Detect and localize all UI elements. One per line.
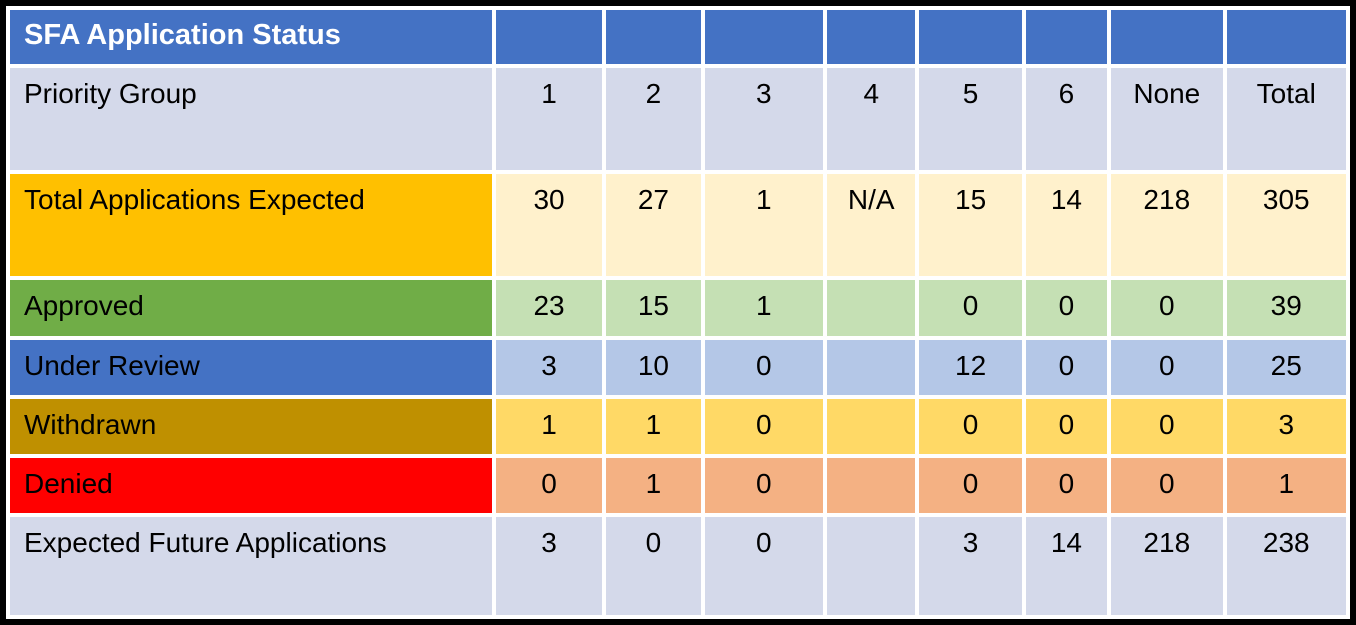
data-cell: 0 [919,399,1022,454]
table-row-total-applications-expected: Total Applications Expected 30 27 1 N/A 15 14 2… [10,174,1346,276]
title-row-filler-cell [606,10,701,64]
data-cell: 0 [1025,399,1108,454]
title-row-filler-cell [1025,10,1108,64]
data-cell: 0 [919,458,1022,513]
data-cell: 0 [606,517,701,615]
row-label-approved: Approved [10,280,492,336]
data-cell [827,399,916,454]
data-cell: 305 [1226,174,1346,276]
title-row-filler-cell [704,10,824,64]
data-cell [827,458,916,513]
data-cell: 0 [1025,280,1108,336]
data-cell: 39 [1226,280,1346,336]
row-label-withdrawn: Withdrawn [10,399,492,454]
data-cell [827,280,916,336]
data-cell: 238 [1226,517,1346,615]
table-title-row: SFA Application Status [10,10,1346,64]
data-cell: 0 [1111,280,1223,336]
data-cell: 1 [704,280,824,336]
data-cell: 0 [1111,458,1223,513]
data-cell: 1 [606,458,701,513]
data-cell [827,517,916,615]
data-cell: 0 [1111,340,1223,395]
title-row-filler-cell [827,10,916,64]
column-header-total: Total [1226,68,1346,170]
title-row-filler-cell [1111,10,1223,64]
data-cell: 3 [919,517,1022,615]
column-header-4: 4 [827,68,916,170]
data-cell: 15 [606,280,701,336]
column-header-none: None [1111,68,1223,170]
data-cell: 0 [704,399,824,454]
data-cell: N/A [827,174,916,276]
data-cell: 3 [495,517,603,615]
table-row-denied: Denied 0 1 0 0 0 0 1 [10,458,1346,513]
data-cell: 12 [919,340,1022,395]
data-cell: 14 [1025,174,1108,276]
data-cell: 0 [704,340,824,395]
data-cell: 30 [495,174,603,276]
row-label-expected-future-applications: Expected Future Applications [10,517,492,615]
title-row-filler-cell [495,10,603,64]
column-header-6: 6 [1025,68,1108,170]
title-row-filler-cell [1226,10,1346,64]
data-cell: 3 [495,340,603,395]
table-row-expected-future-applications: Expected Future Applications 3 0 0 3 14 218 238 [10,517,1346,615]
data-cell [827,340,916,395]
data-cell: 0 [704,517,824,615]
column-header-2: 2 [606,68,701,170]
data-cell: 23 [495,280,603,336]
data-cell: 1 [606,399,701,454]
data-cell: 25 [1226,340,1346,395]
data-cell: 218 [1111,174,1223,276]
data-cell: 0 [495,458,603,513]
row-label-denied: Denied [10,458,492,513]
title-row-filler-cell [919,10,1022,64]
data-cell: 14 [1025,517,1108,615]
data-cell: 3 [1226,399,1346,454]
data-cell: 218 [1111,517,1223,615]
column-header-3: 3 [704,68,824,170]
data-cell: 10 [606,340,701,395]
data-cell: 15 [919,174,1022,276]
data-cell: 0 [1025,340,1108,395]
table-row-under-review: Under Review 3 10 0 12 0 0 25 [10,340,1346,395]
data-cell: 1 [704,174,824,276]
data-cell: 27 [606,174,701,276]
column-header-5: 5 [919,68,1022,170]
table-title: SFA Application Status [10,10,492,64]
data-cell: 0 [704,458,824,513]
column-header-1: 1 [495,68,603,170]
data-cell: 0 [919,280,1022,336]
priority-group-header-row: Priority Group 1 2 3 4 5 6 None Total [10,68,1346,170]
row-label-under-review: Under Review [10,340,492,395]
table-row-approved: Approved 23 15 1 0 0 0 39 [10,280,1346,336]
row-label-total-applications-expected: Total Applications Expected [10,174,492,276]
data-cell: 1 [495,399,603,454]
table-row-withdrawn: Withdrawn 1 1 0 0 0 0 3 [10,399,1346,454]
priority-group-label: Priority Group [10,68,492,170]
data-cell: 0 [1111,399,1223,454]
data-cell: 0 [1025,458,1108,513]
data-cell: 1 [1226,458,1346,513]
